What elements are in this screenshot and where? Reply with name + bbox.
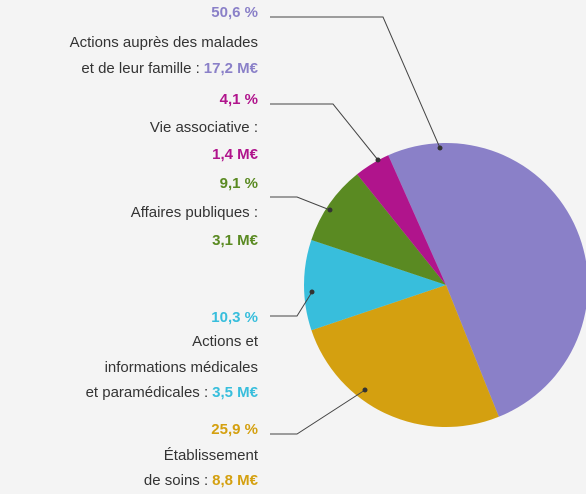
percent-label: 4,1 %: [220, 91, 258, 108]
amount-label: 17,2 M€: [204, 60, 259, 77]
label-line: Vie associative :: [150, 119, 258, 136]
amount-label: 3,5 M€: [212, 384, 259, 401]
label-line: Actions et: [192, 333, 259, 350]
label-line: de soins :: [144, 472, 208, 489]
percent-label: 50,6 %: [211, 4, 258, 21]
leader-dot: [327, 207, 333, 213]
slice-label: Vie associative :: [150, 119, 258, 136]
slice-label: et paramédicales :3,5 M€: [86, 384, 259, 401]
leader-line: [270, 389, 366, 435]
slice-label: Actions et: [192, 333, 259, 350]
pie-slice: [311, 285, 499, 428]
pie-slice: [357, 155, 446, 285]
pie-slice: [311, 174, 446, 285]
leader-line: [270, 103, 379, 161]
label-line: Affaires publiques :: [131, 204, 258, 221]
leader-dot: [309, 289, 315, 295]
label-line: et paramédicales :: [86, 384, 209, 401]
label-line: informations médicales: [105, 359, 258, 376]
amount-label: 3,1 M€: [212, 232, 259, 249]
slice-label: et de leur famille : 17,2 M€: [81, 60, 258, 77]
pie-slice: [388, 142, 586, 417]
slice-label: informations médicales: [105, 359, 258, 376]
leader-line: [270, 291, 313, 317]
label-line: Établissement: [164, 447, 259, 464]
slice-label: Établissement: [164, 447, 259, 464]
leader-dot: [375, 157, 381, 163]
label-line: et de leur famille :: [81, 60, 199, 77]
leader-dot: [437, 145, 443, 151]
percent-label: 10,3 %: [211, 309, 258, 326]
leader-line: [270, 196, 331, 211]
leader-dot: [362, 387, 368, 393]
leader-line: [270, 16, 441, 149]
pie-slice: [304, 239, 446, 331]
amount-label: 1,4 M€: [212, 146, 259, 163]
label-line: Actions auprès des malades: [70, 34, 258, 51]
percent-label: 25,9 %: [211, 421, 258, 438]
slice-label: de soins :8,8 M€: [144, 472, 259, 489]
slice-label: Affaires publiques :: [131, 204, 258, 221]
percent-label: 9,1 %: [220, 175, 258, 192]
slice-label: Actions auprès des malades: [70, 34, 258, 51]
amount-label: 8,8 M€: [212, 472, 259, 489]
